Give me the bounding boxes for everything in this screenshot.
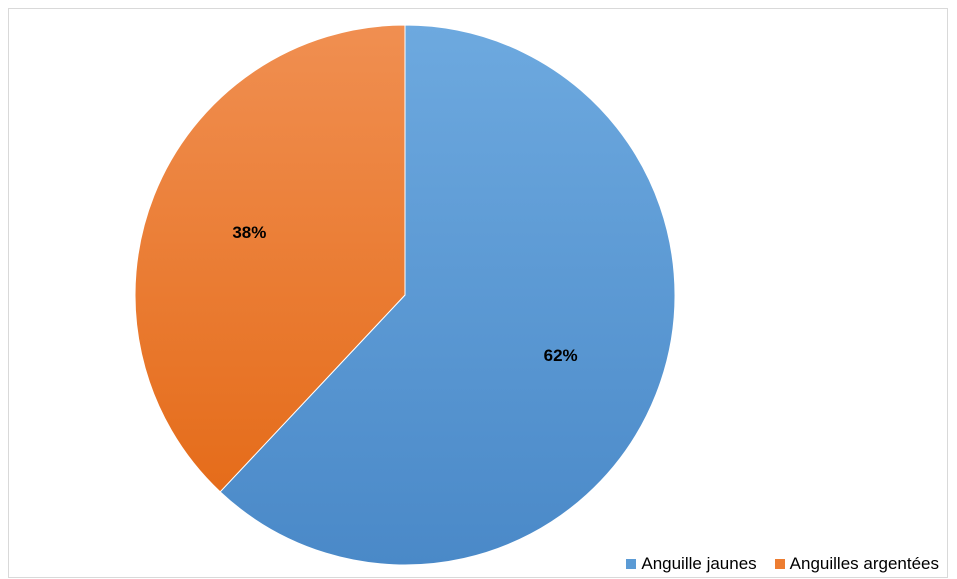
pie-slice-anguille-jaunes [219, 24, 676, 566]
legend-label-anguille-jaunes: Anguille jaunes [641, 554, 757, 573]
pie-data-labels: 62% 38% [232, 223, 577, 365]
legend-item-anguilles-argentees: Anguilles argentées [774, 554, 939, 574]
legend-swatch-anguille-jaunes [626, 559, 637, 569]
legend-item-anguille-jaunes: Anguille jaunes [626, 554, 757, 574]
pie-slices [134, 24, 676, 566]
chart-area: 62% 38% Anguille jaunes Anguilles argenté… [8, 8, 948, 578]
legend-label-anguilles-argentees: Anguilles argentées [789, 554, 939, 573]
pie-slice-anguilles-argentees [134, 24, 406, 493]
data-label-anguilles-argentees: 38% [232, 223, 266, 242]
pie-chart: 62% 38% [134, 24, 676, 566]
legend: Anguille jaunes Anguilles argentées [626, 554, 939, 574]
data-label-anguille-jaunes: 62% [544, 346, 578, 365]
legend-swatch-anguilles-argentees [774, 559, 785, 569]
